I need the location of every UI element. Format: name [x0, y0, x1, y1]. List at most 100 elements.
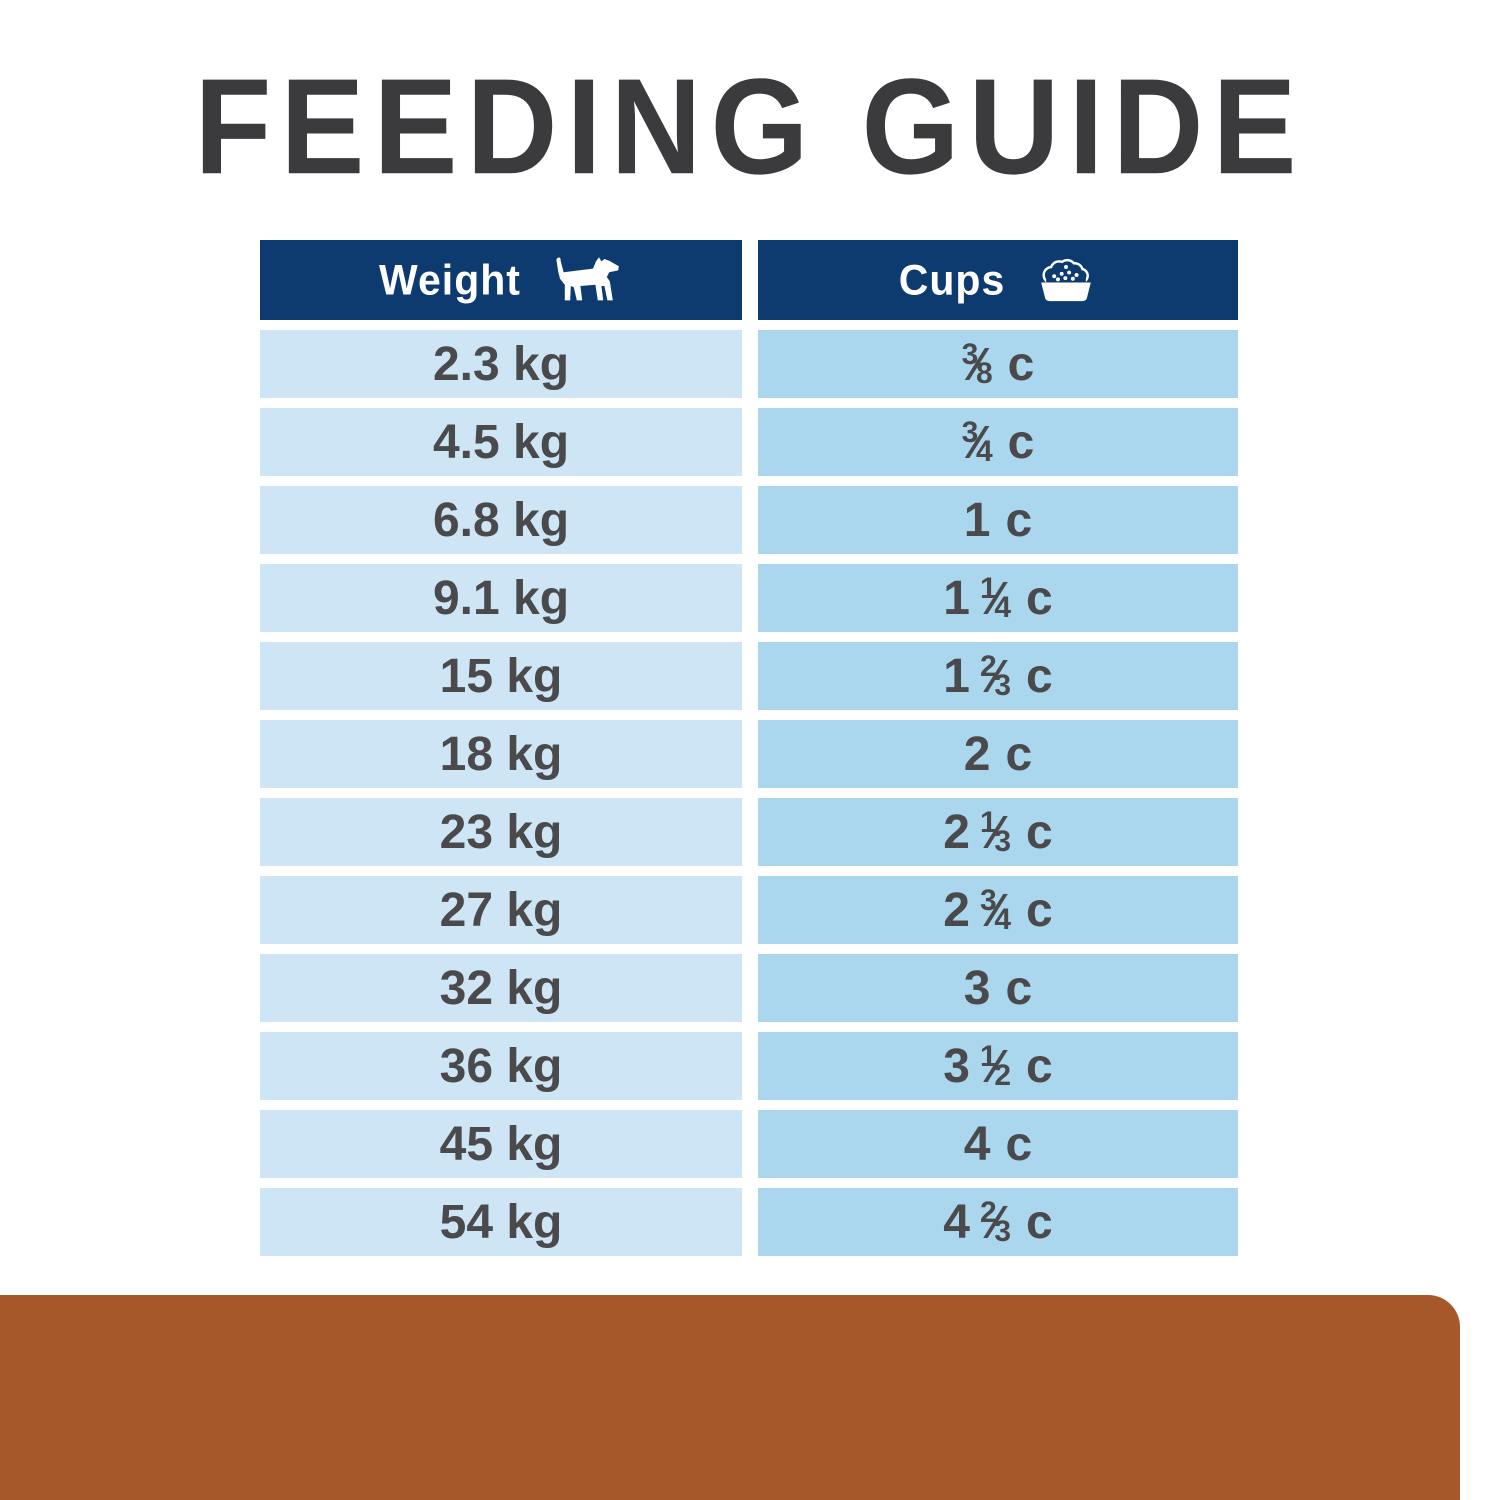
cups-fraction: 2⁄3 [980, 649, 1011, 704]
fraction-denominator: 3 [994, 824, 1012, 858]
cups-cell: 2 3⁄4 c [758, 876, 1238, 944]
fraction-slash: ⁄ [991, 1039, 1000, 1092]
feeding-table: Weight Cups [260, 240, 1238, 1256]
fraction-numerator: 1 [979, 805, 997, 839]
cups-unit: c [1005, 961, 1033, 1015]
weight-cell: 2.3 kg [260, 330, 742, 398]
weight-cell: 45 kg [260, 1110, 742, 1178]
weight-cell: 9.1 kg [260, 564, 742, 632]
cups-whole-number: 3 [963, 961, 991, 1015]
cups-unit: c [1026, 805, 1053, 859]
cups-unit: c [1007, 415, 1035, 469]
dog-icon [551, 255, 623, 305]
weight-cell: 54 kg [260, 1188, 742, 1256]
weight-cell: 6.8 kg [260, 486, 742, 554]
cups-cell: 3⁄8 c [758, 330, 1238, 398]
cups-cell: 2 1⁄3 c [758, 798, 1238, 866]
cups-whole-number: 2 [943, 883, 970, 937]
fraction-slash: ⁄ [991, 649, 1000, 702]
cups-fraction: 1⁄3 [980, 805, 1011, 860]
cups-whole-number: 2 [963, 727, 991, 781]
weight-cell: 32 kg [260, 954, 742, 1022]
fraction-slash: ⁄ [991, 1195, 1000, 1248]
cups-fraction: 1⁄2 [980, 1039, 1011, 1094]
weight-value: 27 kg [439, 883, 563, 937]
cups-unit: c [1005, 727, 1033, 781]
page-title: FEEDING GUIDE [194, 50, 1306, 203]
weight-cell: 4.5 kg [260, 408, 742, 476]
cups-cell: 1 2⁄3 c [758, 642, 1238, 710]
fraction-denominator: 4 [994, 590, 1012, 624]
weight-cell: 18 kg [260, 720, 742, 788]
food-bowl-icon [1035, 257, 1097, 303]
cups-fraction: 3⁄4 [980, 883, 1011, 938]
cups-whole-number: 2 [943, 805, 970, 859]
cups-whole-number: 1 [963, 493, 991, 547]
fraction-numerator: 2 [979, 1195, 997, 1229]
cups-whole-number: 3 [943, 1039, 970, 1093]
cups-header-label: Cups [898, 255, 1006, 304]
fraction-numerator: 1 [979, 1039, 997, 1073]
cups-cell: 1 1⁄4 c [758, 564, 1238, 632]
weight-value: 2.3 kg [432, 337, 570, 391]
weight-value: 32 kg [439, 961, 563, 1015]
fraction-numerator: 1 [979, 571, 997, 605]
fraction-numerator: 3 [961, 415, 979, 449]
weight-value: 9.1 kg [432, 571, 570, 625]
cups-unit: c [1026, 1039, 1053, 1093]
fraction-denominator: 3 [994, 668, 1012, 702]
fraction-numerator: 3 [961, 337, 979, 371]
cups-cell: 3⁄4 c [758, 408, 1238, 476]
fraction-numerator: 3 [979, 883, 997, 917]
cups-unit: c [1026, 649, 1053, 703]
weight-value: 6.8 kg [432, 493, 570, 547]
weight-value: 23 kg [439, 805, 563, 859]
fraction-slash: ⁄ [991, 883, 1000, 936]
weight-value: 4.5 kg [432, 415, 570, 469]
cups-whole-number: 1 [943, 571, 970, 625]
column-header-weight: Weight [260, 240, 742, 320]
weight-cell: 15 kg [260, 642, 742, 710]
cups-fraction: 2⁄3 [980, 1195, 1011, 1250]
cups-unit: c [1026, 1195, 1053, 1249]
cups-cell: 4 2⁄3 c [758, 1188, 1238, 1256]
weight-value: 18 kg [439, 727, 563, 781]
cups-unit: c [1026, 883, 1053, 937]
cups-whole-number: 4 [963, 1117, 991, 1171]
cups-whole-number: 4 [943, 1195, 970, 1249]
cups-unit: c [1005, 1117, 1033, 1171]
fraction-slash: ⁄ [991, 805, 1000, 858]
cups-fraction: 1⁄4 [980, 571, 1011, 626]
cups-unit: c [1026, 571, 1053, 625]
weight-cell: 23 kg [260, 798, 742, 866]
weight-value: 36 kg [439, 1039, 563, 1093]
fraction-numerator: 2 [979, 649, 997, 683]
weight-cell: 27 kg [260, 876, 742, 944]
fraction-denominator: 4 [994, 902, 1012, 936]
fraction-denominator: 4 [975, 434, 993, 468]
fraction-slash: ⁄ [973, 415, 981, 468]
fraction-denominator: 8 [975, 356, 993, 390]
column-header-cups: Cups [758, 240, 1238, 320]
weight-value: 45 kg [439, 1117, 563, 1171]
weight-value: 54 kg [439, 1195, 563, 1249]
cups-unit: c [1007, 337, 1035, 391]
cups-unit: c [1005, 493, 1033, 547]
fraction-denominator: 2 [994, 1058, 1012, 1092]
weight-header-label: Weight [379, 255, 521, 304]
fraction-denominator: 3 [994, 1214, 1012, 1248]
cups-whole-number: 1 [943, 649, 970, 703]
cups-cell: 3 1⁄2 c [758, 1032, 1238, 1100]
cups-fraction: 3⁄4 [962, 415, 993, 470]
fraction-slash: ⁄ [991, 571, 1000, 624]
weight-cell: 36 kg [260, 1032, 742, 1100]
footer-color-bar [0, 1295, 1460, 1500]
fraction-slash: ⁄ [973, 337, 981, 390]
weight-value: 15 kg [439, 649, 563, 703]
cups-fraction: 3⁄8 [962, 337, 993, 392]
